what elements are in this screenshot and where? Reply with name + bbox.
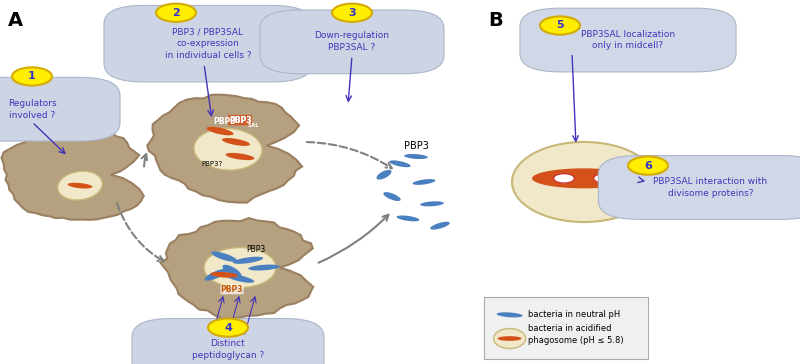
Ellipse shape — [512, 142, 656, 222]
Text: bacteria in acidified
phagosome (pH ≤ 5.8): bacteria in acidified phagosome (pH ≤ 5.… — [528, 324, 624, 345]
FancyBboxPatch shape — [598, 155, 800, 219]
Text: PBP3: PBP3 — [246, 245, 266, 254]
Text: PBP3: PBP3 — [403, 141, 429, 151]
FancyBboxPatch shape — [260, 10, 444, 74]
Ellipse shape — [420, 201, 444, 206]
Ellipse shape — [248, 265, 280, 270]
Text: PBP3: PBP3 — [214, 118, 236, 126]
Polygon shape — [147, 95, 302, 203]
Ellipse shape — [377, 170, 391, 179]
Text: 5: 5 — [556, 20, 564, 31]
FancyBboxPatch shape — [0, 78, 120, 141]
Ellipse shape — [204, 248, 276, 288]
Text: Down-regulation
PBP3SAL ?: Down-regulation PBP3SAL ? — [314, 31, 390, 52]
Ellipse shape — [494, 328, 526, 349]
Ellipse shape — [383, 192, 401, 201]
Ellipse shape — [497, 312, 522, 317]
Text: PBP3?: PBP3? — [202, 161, 222, 167]
Text: bacteria in neutral pH: bacteria in neutral pH — [528, 310, 620, 319]
Ellipse shape — [233, 257, 263, 264]
Ellipse shape — [222, 265, 242, 278]
Ellipse shape — [390, 161, 410, 167]
Text: 1: 1 — [28, 71, 36, 82]
Text: Distinct
peptidoglycan ?: Distinct peptidoglycan ? — [192, 339, 264, 360]
Ellipse shape — [532, 168, 636, 188]
Text: Regulators
involved ?: Regulators involved ? — [8, 99, 56, 120]
FancyBboxPatch shape — [520, 8, 736, 72]
Ellipse shape — [397, 215, 419, 221]
FancyBboxPatch shape — [104, 5, 312, 82]
Text: 6: 6 — [644, 161, 652, 171]
Ellipse shape — [211, 252, 237, 262]
Ellipse shape — [226, 153, 254, 160]
Ellipse shape — [226, 274, 254, 283]
Text: B: B — [488, 11, 502, 30]
Text: A: A — [8, 11, 23, 30]
Polygon shape — [160, 218, 314, 319]
Circle shape — [332, 4, 372, 22]
Ellipse shape — [430, 222, 450, 230]
Text: PBP3: PBP3 — [229, 116, 251, 124]
Ellipse shape — [498, 336, 522, 341]
Ellipse shape — [222, 138, 250, 146]
Ellipse shape — [206, 127, 234, 135]
Ellipse shape — [67, 183, 93, 189]
Circle shape — [156, 4, 196, 22]
Text: PBP3: PBP3 — [229, 116, 251, 124]
Polygon shape — [2, 125, 144, 220]
Circle shape — [540, 16, 580, 35]
Circle shape — [208, 318, 248, 337]
Ellipse shape — [194, 128, 262, 170]
Text: PBP3SAL localization
only in midcell?: PBP3SAL localization only in midcell? — [581, 29, 675, 51]
Ellipse shape — [205, 269, 227, 281]
Ellipse shape — [58, 171, 102, 200]
Ellipse shape — [404, 154, 428, 159]
Text: 2: 2 — [172, 8, 180, 18]
Text: 3: 3 — [348, 8, 356, 18]
Ellipse shape — [210, 272, 238, 278]
Circle shape — [628, 157, 668, 175]
Text: SAL: SAL — [248, 123, 260, 128]
Text: PBP3 / PBP3SAL
co-expression
in individual cells ?: PBP3 / PBP3SAL co-expression in individu… — [165, 27, 251, 60]
Circle shape — [554, 174, 574, 183]
Text: 4: 4 — [224, 323, 232, 333]
Text: PBP3: PBP3 — [221, 285, 243, 294]
Circle shape — [12, 67, 52, 86]
Ellipse shape — [413, 179, 435, 185]
Circle shape — [594, 174, 614, 183]
FancyBboxPatch shape — [484, 297, 648, 359]
Text: PBP3SAL interaction with
divisome proteins?: PBP3SAL interaction with divisome protei… — [654, 177, 767, 198]
FancyBboxPatch shape — [132, 318, 324, 364]
